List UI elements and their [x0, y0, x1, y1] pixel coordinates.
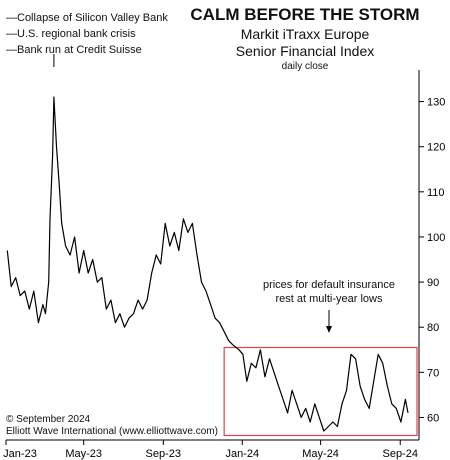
- y-tick-label: 90: [427, 277, 439, 289]
- x-tick-label: Jan-24: [225, 448, 259, 460]
- y-tick-label: 110: [427, 187, 445, 199]
- y-tick-label: 60: [427, 412, 439, 424]
- y-ticks: 60 70 80 90 100 110 120 130: [419, 97, 445, 424]
- x-tick-label: May-23: [65, 448, 102, 460]
- source-text: Elliott Wave International (www.elliottw…: [6, 426, 218, 437]
- chart-subtitle-line1: Markit iTraxx Europe: [240, 26, 370, 42]
- x-tick-label: May-24: [302, 448, 339, 460]
- copyright-text: © September 2024: [6, 414, 91, 425]
- annotation-line2: rest at multi-year lows: [275, 293, 383, 305]
- highlight-box: [223, 346, 418, 437]
- chart-subtitle-line2: Senior Financial Index: [235, 43, 375, 59]
- y-tick-label: 80: [427, 322, 439, 334]
- annotation-line1: prices for default insurance: [262, 279, 396, 291]
- x-tick-label: Sep-24: [382, 448, 417, 460]
- y-tick-label: 130: [427, 97, 445, 109]
- event-label-svb: —Collapse of Silicon Valley Bank: [6, 12, 168, 24]
- y-tick-label: 120: [427, 142, 445, 154]
- x-tick-label: Sep-23: [146, 448, 181, 460]
- event-label-credit-suisse: —Bank run at Credit Suisse: [6, 44, 142, 56]
- event-label-regional-banks: —U.S. regional bank crisis: [6, 28, 136, 40]
- y-tick-label: 70: [427, 367, 439, 379]
- chart-frequency: daily close: [281, 61, 329, 72]
- y-tick-label: 100: [427, 232, 445, 244]
- chart-title: CALM BEFORE THE STORM: [190, 5, 420, 24]
- x-tick-label: Jan-23: [3, 448, 37, 460]
- x-ticks: Jan-23 May-23 Sep-23 Jan-24 May-24 Sep-24: [3, 440, 418, 460]
- annotation-arrowhead: [326, 326, 332, 333]
- series-line: [6, 96, 409, 432]
